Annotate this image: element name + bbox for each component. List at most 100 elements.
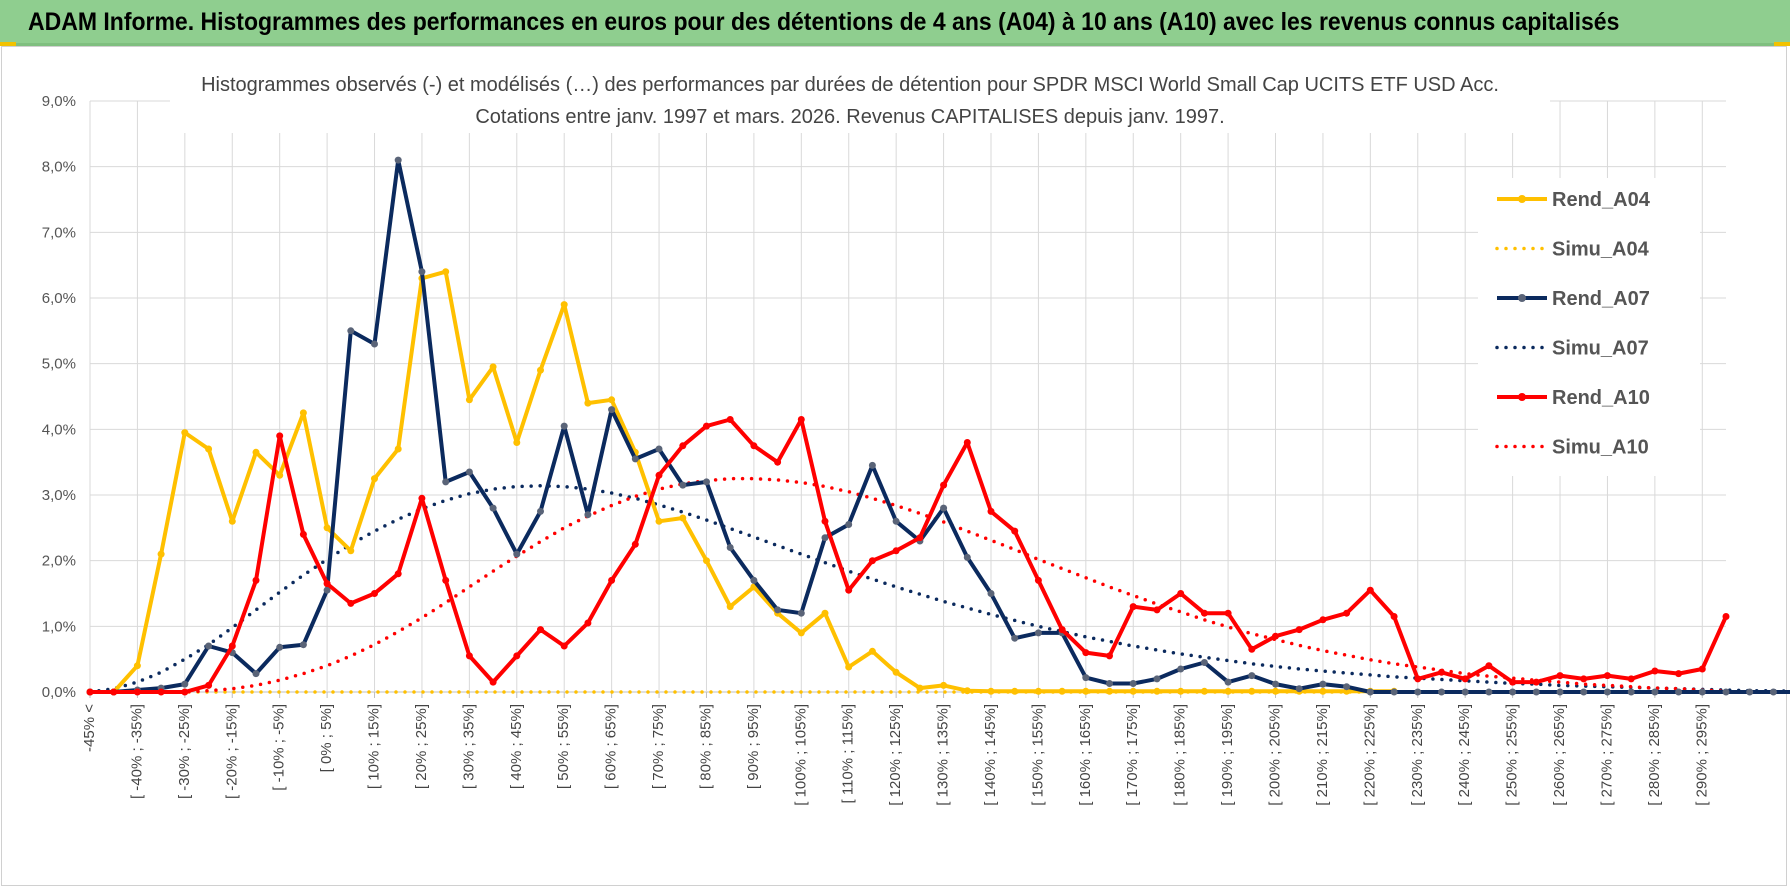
x-tick-label: [ 200% ; 205%] <box>1267 704 1284 806</box>
data-point <box>703 478 710 486</box>
x-tick-label: [ 100% ; 105%] <box>792 704 809 806</box>
data-point <box>1129 687 1137 695</box>
series-line <box>88 484 1790 694</box>
data-point <box>1177 590 1185 597</box>
data-point <box>1248 672 1256 680</box>
data-point <box>86 688 94 696</box>
series-layer <box>86 156 1790 696</box>
data-point <box>228 642 236 650</box>
data-point <box>205 445 213 453</box>
data-point <box>371 590 378 597</box>
data-point <box>845 663 853 671</box>
data-point <box>1034 576 1042 584</box>
x-tick-label: [ 60% ; 65%] <box>603 704 620 789</box>
data-point <box>133 688 141 696</box>
legend-label: Rend_A07 <box>1552 288 1650 310</box>
x-tick-label: [ 280% ; 285%] <box>1646 704 1663 806</box>
data-point <box>1106 687 1113 695</box>
legend-item: Rend_A04 <box>1497 189 1651 211</box>
data-point <box>987 590 995 597</box>
x-tick-label: [ 210% ; 215%] <box>1314 704 1331 806</box>
data-point <box>157 550 165 558</box>
chart-title-background <box>170 63 1550 133</box>
y-tick-label: 7,0% <box>42 224 76 241</box>
legend-marker <box>1518 294 1526 302</box>
legend-item: Rend_A07 <box>1497 288 1650 310</box>
legend-item: Rend_A10 <box>1497 387 1650 409</box>
data-point <box>323 580 331 588</box>
data-point <box>1675 688 1683 696</box>
data-point <box>323 586 331 594</box>
x-tick-label: [ 80% ; 85%] <box>697 704 714 789</box>
data-point <box>1651 667 1659 675</box>
data-point <box>987 507 995 515</box>
data-point <box>1485 662 1493 670</box>
data-point <box>1722 613 1730 620</box>
data-point <box>631 455 639 463</box>
series-rend-a04 <box>86 268 1398 696</box>
data-point <box>181 688 189 696</box>
data-point <box>608 396 616 404</box>
data-point <box>584 511 592 519</box>
legend-item: Simu_A10 <box>1495 437 1649 459</box>
x-tick-label: [ -10% ; -5%] <box>271 704 288 791</box>
legend: Rend_A04 Simu_A04 Rend_A07 Simu_A07 Rend_A10… <box>1495 189 1651 459</box>
data-point <box>205 681 213 689</box>
legend-label: Simu_A10 <box>1552 437 1649 459</box>
data-point <box>1177 687 1185 695</box>
x-tick-label: [ 130% ; 135%] <box>935 704 952 806</box>
data-point <box>252 576 260 584</box>
x-tick-label: [ -20% ; -15%] <box>223 704 240 799</box>
data-point <box>1603 688 1611 696</box>
data-point <box>1129 603 1137 611</box>
y-tick-label: 8,0% <box>42 159 76 176</box>
x-tick-label: [ 140% ; 145%] <box>982 704 999 806</box>
data-point <box>1058 626 1066 634</box>
data-point <box>442 268 450 276</box>
data-point <box>1106 652 1113 660</box>
data-point <box>750 442 758 450</box>
x-tick-label: [ -30% ; -25%] <box>176 704 193 799</box>
data-point <box>821 517 829 525</box>
data-point <box>940 681 948 689</box>
data-point <box>181 429 189 437</box>
data-point <box>465 652 473 660</box>
data-point <box>868 647 876 655</box>
legend-background <box>1478 178 1700 476</box>
data-point <box>1082 649 1090 657</box>
data-point <box>584 399 592 407</box>
legend-marker <box>1518 195 1526 203</box>
x-tick-label: [ 120% ; 125%] <box>887 704 904 806</box>
y-tick-label: 4,0% <box>42 421 76 438</box>
x-tick-label: [ 190% ; 195%] <box>1219 704 1236 806</box>
data-point <box>940 504 948 512</box>
legend-label: Rend_A04 <box>1552 189 1651 211</box>
data-point <box>987 687 995 695</box>
data-point <box>110 688 118 696</box>
series-line <box>90 417 1728 694</box>
data-point <box>1319 616 1327 624</box>
series-line <box>88 476 1728 694</box>
data-point <box>371 475 378 483</box>
data-point <box>1414 675 1422 683</box>
y-tick-label: 2,0% <box>42 553 76 570</box>
y-tick-label: 6,0% <box>42 290 76 307</box>
y-tick-label: 0,0% <box>42 684 76 701</box>
x-tick-label: [ 180% ; 185%] <box>1172 704 1189 806</box>
data-point <box>1082 687 1090 695</box>
y-axis-ticks: 0,0% 1,0% 2,0% 3,0% 4,0% 5,0% 6,0% 7,0% 8,0% 9,0% <box>42 93 76 701</box>
data-point <box>631 540 639 548</box>
data-point <box>821 534 829 542</box>
data-point <box>442 478 450 486</box>
data-point <box>1722 688 1730 696</box>
data-point <box>1272 632 1279 640</box>
data-point <box>608 576 616 584</box>
data-point <box>1769 688 1777 696</box>
x-tick-label: [ 10% ; 15%] <box>366 704 383 789</box>
series-simu-a07 <box>88 484 1790 694</box>
data-point <box>892 547 900 555</box>
x-tick-label: [ 290% ; 295%] <box>1693 704 1710 806</box>
y-tick-label: 1,0% <box>42 618 76 635</box>
data-point <box>1532 688 1540 696</box>
data-point <box>655 445 663 453</box>
